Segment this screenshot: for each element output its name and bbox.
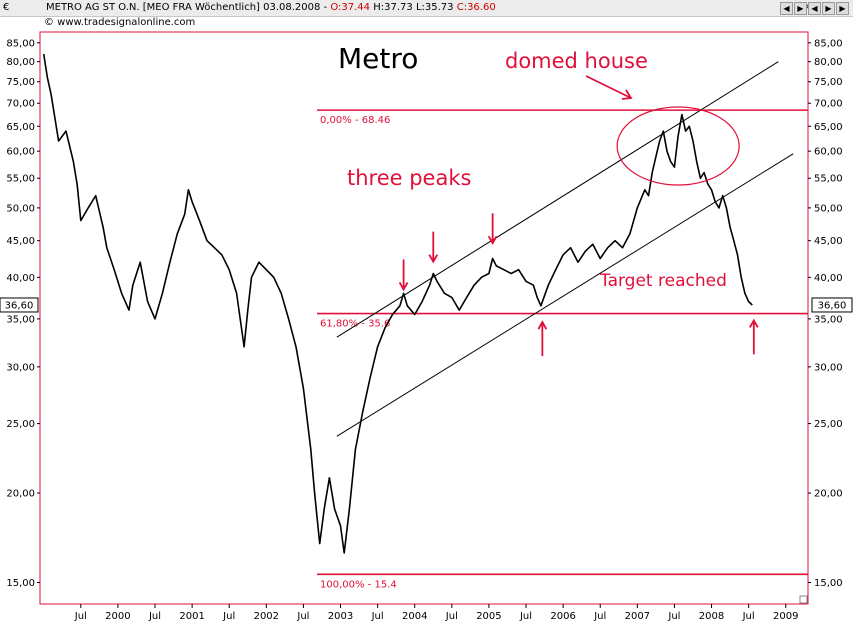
chart-title: Metro [338,42,418,75]
y-tick-label-left: 45,00 [6,236,35,247]
y-tick-label-left: 85,00 [6,38,35,49]
y-tick-label-right: 70,00 [814,99,843,110]
x-tick-label: 2000 [105,611,130,622]
dome-arrow-icon [585,75,633,100]
x-tick-label: 2001 [179,611,204,622]
x-tick-label: 2009 [773,611,798,622]
x-tick-label: 2004 [402,611,427,622]
last-value-right: 36,60 [811,297,853,313]
last-value-box-right [811,297,853,313]
plot-frame [39,31,809,605]
chart-header: € METRO AG ST O.N. [MEO FRA Wöchentlich]… [0,0,853,17]
y-tick-label-right: 80,00 [814,57,843,68]
y-tick-label-left: 50,00 [6,203,35,214]
last-value-left: 36,60 [0,297,39,313]
y-tick-label-left: 80,00 [6,57,35,68]
x-tick-label: Jul [371,611,384,622]
x-tick-label: Jul [445,611,458,622]
x-tick-label: Jul [222,611,235,622]
annotation-target-reached: Target reached [599,271,727,291]
x-tick-label: Jul [296,611,309,622]
y-tick-label-left: 35,00 [6,314,35,325]
y-tick-label-left: 40,00 [6,273,35,284]
y-tick-label-right: 15,00 [814,578,843,589]
x-tick-label: Jul [667,611,680,622]
scroll-right-icon[interactable]: ▶ [794,2,807,15]
y-tick-label-right: 65,00 [814,122,843,133]
x-tick-label: Jul [742,611,755,622]
fib-level-label: 100,00% - 15.4 [320,579,397,590]
y-tick-label-left: 75,00 [6,77,35,88]
y-tick-label-right: 25,00 [814,419,843,430]
low-value: L:35.73 [415,2,454,13]
y-tick-label-left: 70,00 [6,99,35,110]
jump-end-icon[interactable]: ▶ [836,2,849,15]
price-line [42,53,753,554]
x-tick-label: 2008 [699,611,724,622]
x-tick-label: 2006 [550,611,575,622]
peak-arrow-icon [487,213,498,246]
target-arrow-icon [537,320,548,357]
window-buttons: ◀ ▶ ◀ ▶ ▶ [780,2,849,15]
zoom-in-icon[interactable]: ▶ [822,2,835,15]
target-arrow-icon [749,318,759,355]
high-value: H:37.73 [373,2,413,13]
y-tick-label-right: 85,00 [814,38,843,49]
y-tick-label-right: 55,00 [814,174,843,185]
x-tick-label: 2007 [625,611,650,622]
resize-corner [799,595,808,604]
y-tick-label-left: 55,00 [6,174,35,185]
x-tick-label: Jul [74,611,87,622]
source-credit: © www.tradesignalonline.com [44,17,196,28]
peak-arrow-icon [428,231,439,264]
annotation-three-peaks: three peaks [347,166,471,190]
last-value-text-left: 36,60 [5,300,34,311]
x-tick-label: Jul [593,611,606,622]
fib-level-label: 61,80% - 35.6 [320,319,390,330]
y-tick-label-right: 30,00 [814,362,843,373]
y-tick-label-left: 20,00 [6,489,35,500]
trend-channel-line [336,153,794,437]
open-value: O:37.44 [330,2,371,13]
y-tick-label-left: 25,00 [6,419,35,430]
y-tick-label-right: 75,00 [814,77,843,88]
last-value-box-left [0,297,39,313]
x-tick-label: Jul [148,611,161,622]
close-value: C:36.60 [456,2,496,13]
y-tick-label-right: 35,00 [814,314,843,325]
currency-label-left: € [3,2,10,13]
x-tick-label: 2002 [254,611,279,622]
x-tick-label: 2005 [476,611,501,622]
last-value-text-right: 36,60 [818,300,847,311]
y-tick-label-right: 45,00 [814,236,843,247]
zoom-out-icon[interactable]: ◀ [808,2,821,15]
y-tick-label-right: 20,00 [814,489,843,500]
y-tick-label-left: 30,00 [6,362,35,373]
fib-level-label: 0,00% - 68.46 [320,115,390,126]
instrument-title: METRO AG ST O.N. [MEO FRA Wöchentlich] 0… [46,2,331,13]
trend-channel-line [336,61,779,338]
y-tick-label-right: 50,00 [814,203,843,214]
annotation-domed-house: domed house [505,49,648,73]
x-tick-label: 2003 [328,611,353,622]
y-tick-label-right: 60,00 [814,147,843,158]
x-tick-label: Jul [519,611,532,622]
dome-circle [616,106,740,186]
peak-arrow-icon [398,259,409,292]
chart-title-bar: METRO AG ST O.N. [MEO FRA Wöchentlich] 0… [46,0,496,16]
y-tick-label-left: 60,00 [6,147,35,158]
scroll-left-icon[interactable]: ◀ [780,2,793,15]
y-tick-label-left: 65,00 [6,122,35,133]
y-tick-label-right: 40,00 [814,273,843,284]
y-tick-label-left: 15,00 [6,578,35,589]
